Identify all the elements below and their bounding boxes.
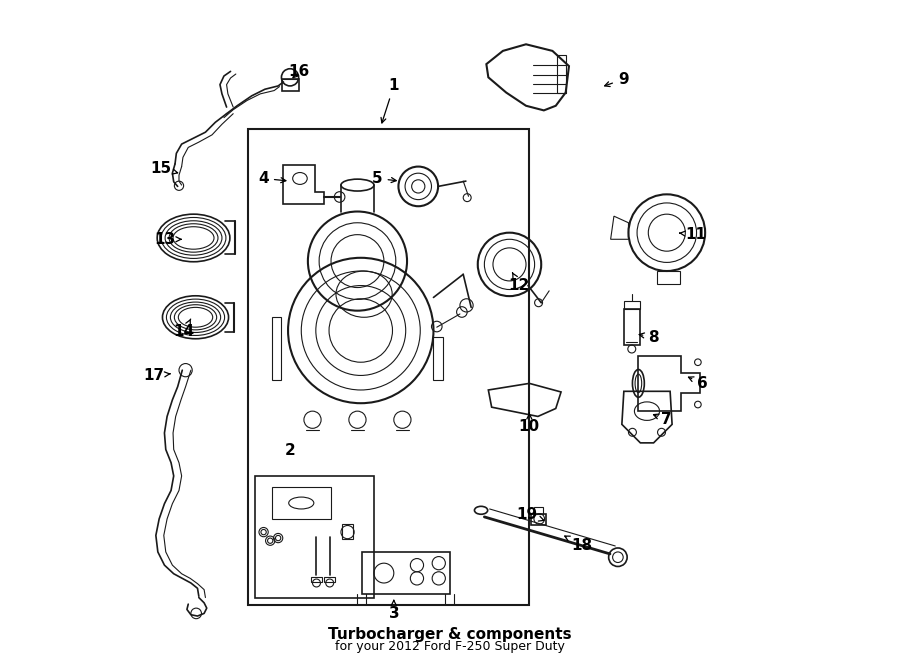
Text: 14: 14: [174, 319, 194, 339]
Bar: [272, 487, 331, 519]
Text: 12: 12: [508, 273, 530, 293]
Text: 10: 10: [518, 413, 540, 434]
Text: 17: 17: [143, 368, 170, 383]
Text: 6: 6: [688, 376, 708, 391]
Text: 3: 3: [389, 600, 399, 621]
Text: 8: 8: [639, 330, 659, 344]
Text: 5: 5: [372, 171, 396, 186]
Text: 18: 18: [564, 536, 593, 553]
Text: 13: 13: [154, 232, 181, 247]
Text: 7: 7: [653, 412, 672, 427]
Text: 2: 2: [284, 444, 295, 458]
Bar: [624, 301, 641, 309]
Bar: [255, 476, 374, 598]
Bar: [534, 507, 544, 514]
Bar: [342, 524, 353, 539]
Text: 1: 1: [381, 79, 399, 123]
Bar: [531, 514, 545, 525]
Text: 9: 9: [605, 72, 628, 87]
Text: 11: 11: [680, 227, 706, 242]
Bar: [624, 309, 641, 345]
Text: 19: 19: [516, 507, 544, 522]
Bar: [282, 79, 299, 91]
Text: 4: 4: [258, 171, 286, 186]
Text: 16: 16: [289, 64, 310, 79]
Bar: [248, 129, 529, 605]
Text: for your 2012 Ford F-250 Super Duty: for your 2012 Ford F-250 Super Duty: [335, 640, 565, 653]
Text: 15: 15: [150, 161, 177, 176]
Text: Turbocharger & components: Turbocharger & components: [328, 627, 572, 642]
